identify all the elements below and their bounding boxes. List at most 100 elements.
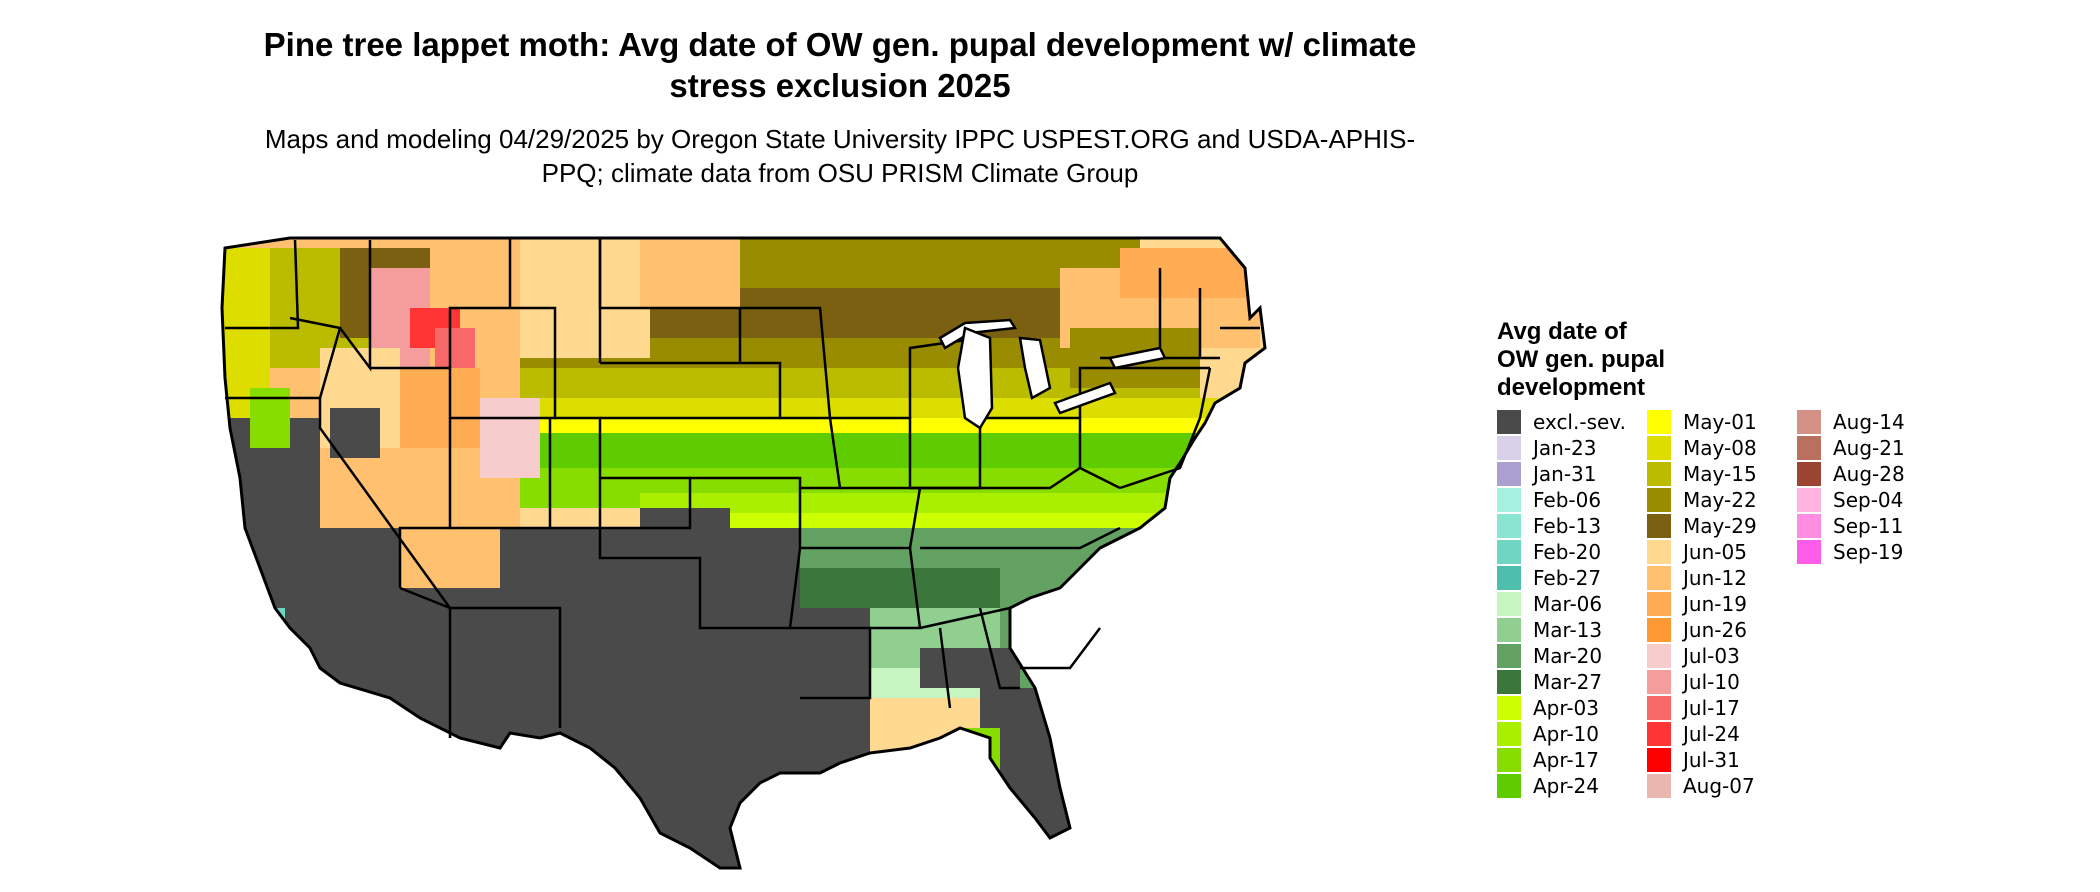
legend-item: Sep-11 (1797, 514, 1937, 538)
us-map (220, 236, 1267, 870)
legend-label: Jun-19 (1683, 592, 1747, 616)
legend-item: May-22 (1647, 488, 1787, 512)
legend-label: Aug-21 (1833, 436, 1905, 460)
legend-item: excl.-sev. (1497, 410, 1637, 434)
legend-swatch (1497, 774, 1521, 798)
legend-swatch (1497, 592, 1521, 616)
map-title: Pine tree lappet moth: Avg date of OW ge… (263, 26, 1417, 104)
legend-title: Avg date of OW gen. pupal development (1497, 318, 1737, 402)
legend-label: Sep-11 (1833, 514, 1904, 538)
legend-item: Jun-19 (1647, 592, 1787, 616)
legend-swatch (1647, 436, 1671, 460)
legend-swatch (1497, 488, 1521, 512)
legend-item: Feb-27 (1497, 566, 1637, 590)
legend-label: Jul-31 (1683, 748, 1740, 772)
legend-item: Aug-14 (1797, 410, 1937, 434)
legend-item: Jul-10 (1647, 670, 1787, 694)
legend-label: Feb-13 (1533, 514, 1602, 538)
legend-item: May-08 (1647, 436, 1787, 460)
legend-label: excl.-sev. (1533, 410, 1626, 434)
legend-label: Mar-27 (1533, 670, 1603, 694)
legend-label: May-29 (1683, 514, 1757, 538)
legend-item: May-15 (1647, 462, 1787, 486)
legend-swatch (1497, 410, 1521, 434)
legend-item: Aug-28 (1797, 462, 1937, 486)
legend-label: Apr-17 (1533, 748, 1599, 772)
legend-label: May-15 (1683, 462, 1757, 486)
legend-label: Feb-06 (1533, 488, 1602, 512)
legend-item: May-29 (1647, 514, 1787, 538)
legend-swatch (1497, 462, 1521, 486)
legend-label: Apr-24 (1533, 774, 1599, 798)
legend-item: Sep-04 (1797, 488, 1937, 512)
legend-swatch (1797, 514, 1821, 538)
legend-title-line: Avg date of (1497, 318, 1627, 345)
legend-swatch (1647, 644, 1671, 668)
legend-label: Apr-03 (1533, 696, 1599, 720)
legend-label: Aug-14 (1833, 410, 1905, 434)
legend-item: Jan-31 (1497, 462, 1637, 486)
legend-swatch (1647, 592, 1671, 616)
legend-label: Jul-17 (1683, 696, 1740, 720)
legend-swatch (1497, 670, 1521, 694)
legend-label: Apr-10 (1533, 722, 1599, 746)
legend-swatch (1497, 748, 1521, 772)
map-fill-layer (222, 238, 1265, 868)
legend-swatch (1647, 722, 1671, 746)
legend-item: Apr-17 (1497, 748, 1637, 772)
legend-label: Jan-23 (1533, 436, 1597, 460)
legend-title-line: OW gen. pupal (1497, 346, 1665, 373)
legend-swatch (1797, 488, 1821, 512)
legend-label: Jun-12 (1683, 566, 1747, 590)
legend-item: Jan-23 (1497, 436, 1637, 460)
legend-item: Jul-31 (1647, 748, 1787, 772)
legend-item: Mar-06 (1497, 592, 1637, 616)
legend-item: Feb-06 (1497, 488, 1637, 512)
legend-swatch (1647, 514, 1671, 538)
legend-swatch (1497, 644, 1521, 668)
legend-swatch (1647, 488, 1671, 512)
legend-label: Feb-20 (1533, 540, 1602, 564)
legend-label: Mar-20 (1533, 644, 1603, 668)
legend-swatch (1647, 748, 1671, 772)
legend-item: Jul-24 (1647, 722, 1787, 746)
legend-label: Sep-04 (1833, 488, 1904, 512)
legend-swatch (1497, 566, 1521, 590)
state-borders (225, 238, 1260, 738)
legend-label: May-22 (1683, 488, 1757, 512)
legend-label: Mar-06 (1533, 592, 1603, 616)
legend-item: Aug-07 (1647, 774, 1787, 798)
legend-item: Feb-20 (1497, 540, 1637, 564)
legend-swatch (1797, 436, 1821, 460)
legend-item: Jun-12 (1647, 566, 1787, 590)
legend-swatch (1647, 462, 1671, 486)
legend-swatch (1797, 462, 1821, 486)
legend-item: Jun-05 (1647, 540, 1787, 564)
legend-swatch (1647, 410, 1671, 434)
legend-label: Aug-07 (1683, 774, 1755, 798)
legend-item: Feb-13 (1497, 514, 1637, 538)
legend-swatch (1647, 540, 1671, 564)
legend-swatch (1797, 410, 1821, 434)
legend-label: Jun-26 (1683, 618, 1747, 642)
legend-item: Sep-19 (1797, 540, 1937, 564)
legend-item: Apr-10 (1497, 722, 1637, 746)
legend-label: Jul-03 (1683, 644, 1740, 668)
legend-label: Sep-19 (1833, 540, 1904, 564)
legend-swatch (1647, 566, 1671, 590)
legend-label: May-01 (1683, 410, 1757, 434)
legend-swatch (1497, 514, 1521, 538)
legend-label: Jul-10 (1683, 670, 1740, 694)
legend-swatch (1797, 540, 1821, 564)
legend-swatch (1647, 774, 1671, 798)
legend-item: Jul-17 (1647, 696, 1787, 720)
legend-swatch (1497, 618, 1521, 642)
legend-label: Feb-27 (1533, 566, 1602, 590)
legend-swatch (1497, 722, 1521, 746)
legend-swatch (1497, 540, 1521, 564)
legend-swatch (1497, 436, 1521, 460)
legend-swatch (1497, 696, 1521, 720)
legend-label: Jul-24 (1683, 722, 1740, 746)
great-lakes (938, 318, 1167, 430)
legend-label: May-08 (1683, 436, 1757, 460)
